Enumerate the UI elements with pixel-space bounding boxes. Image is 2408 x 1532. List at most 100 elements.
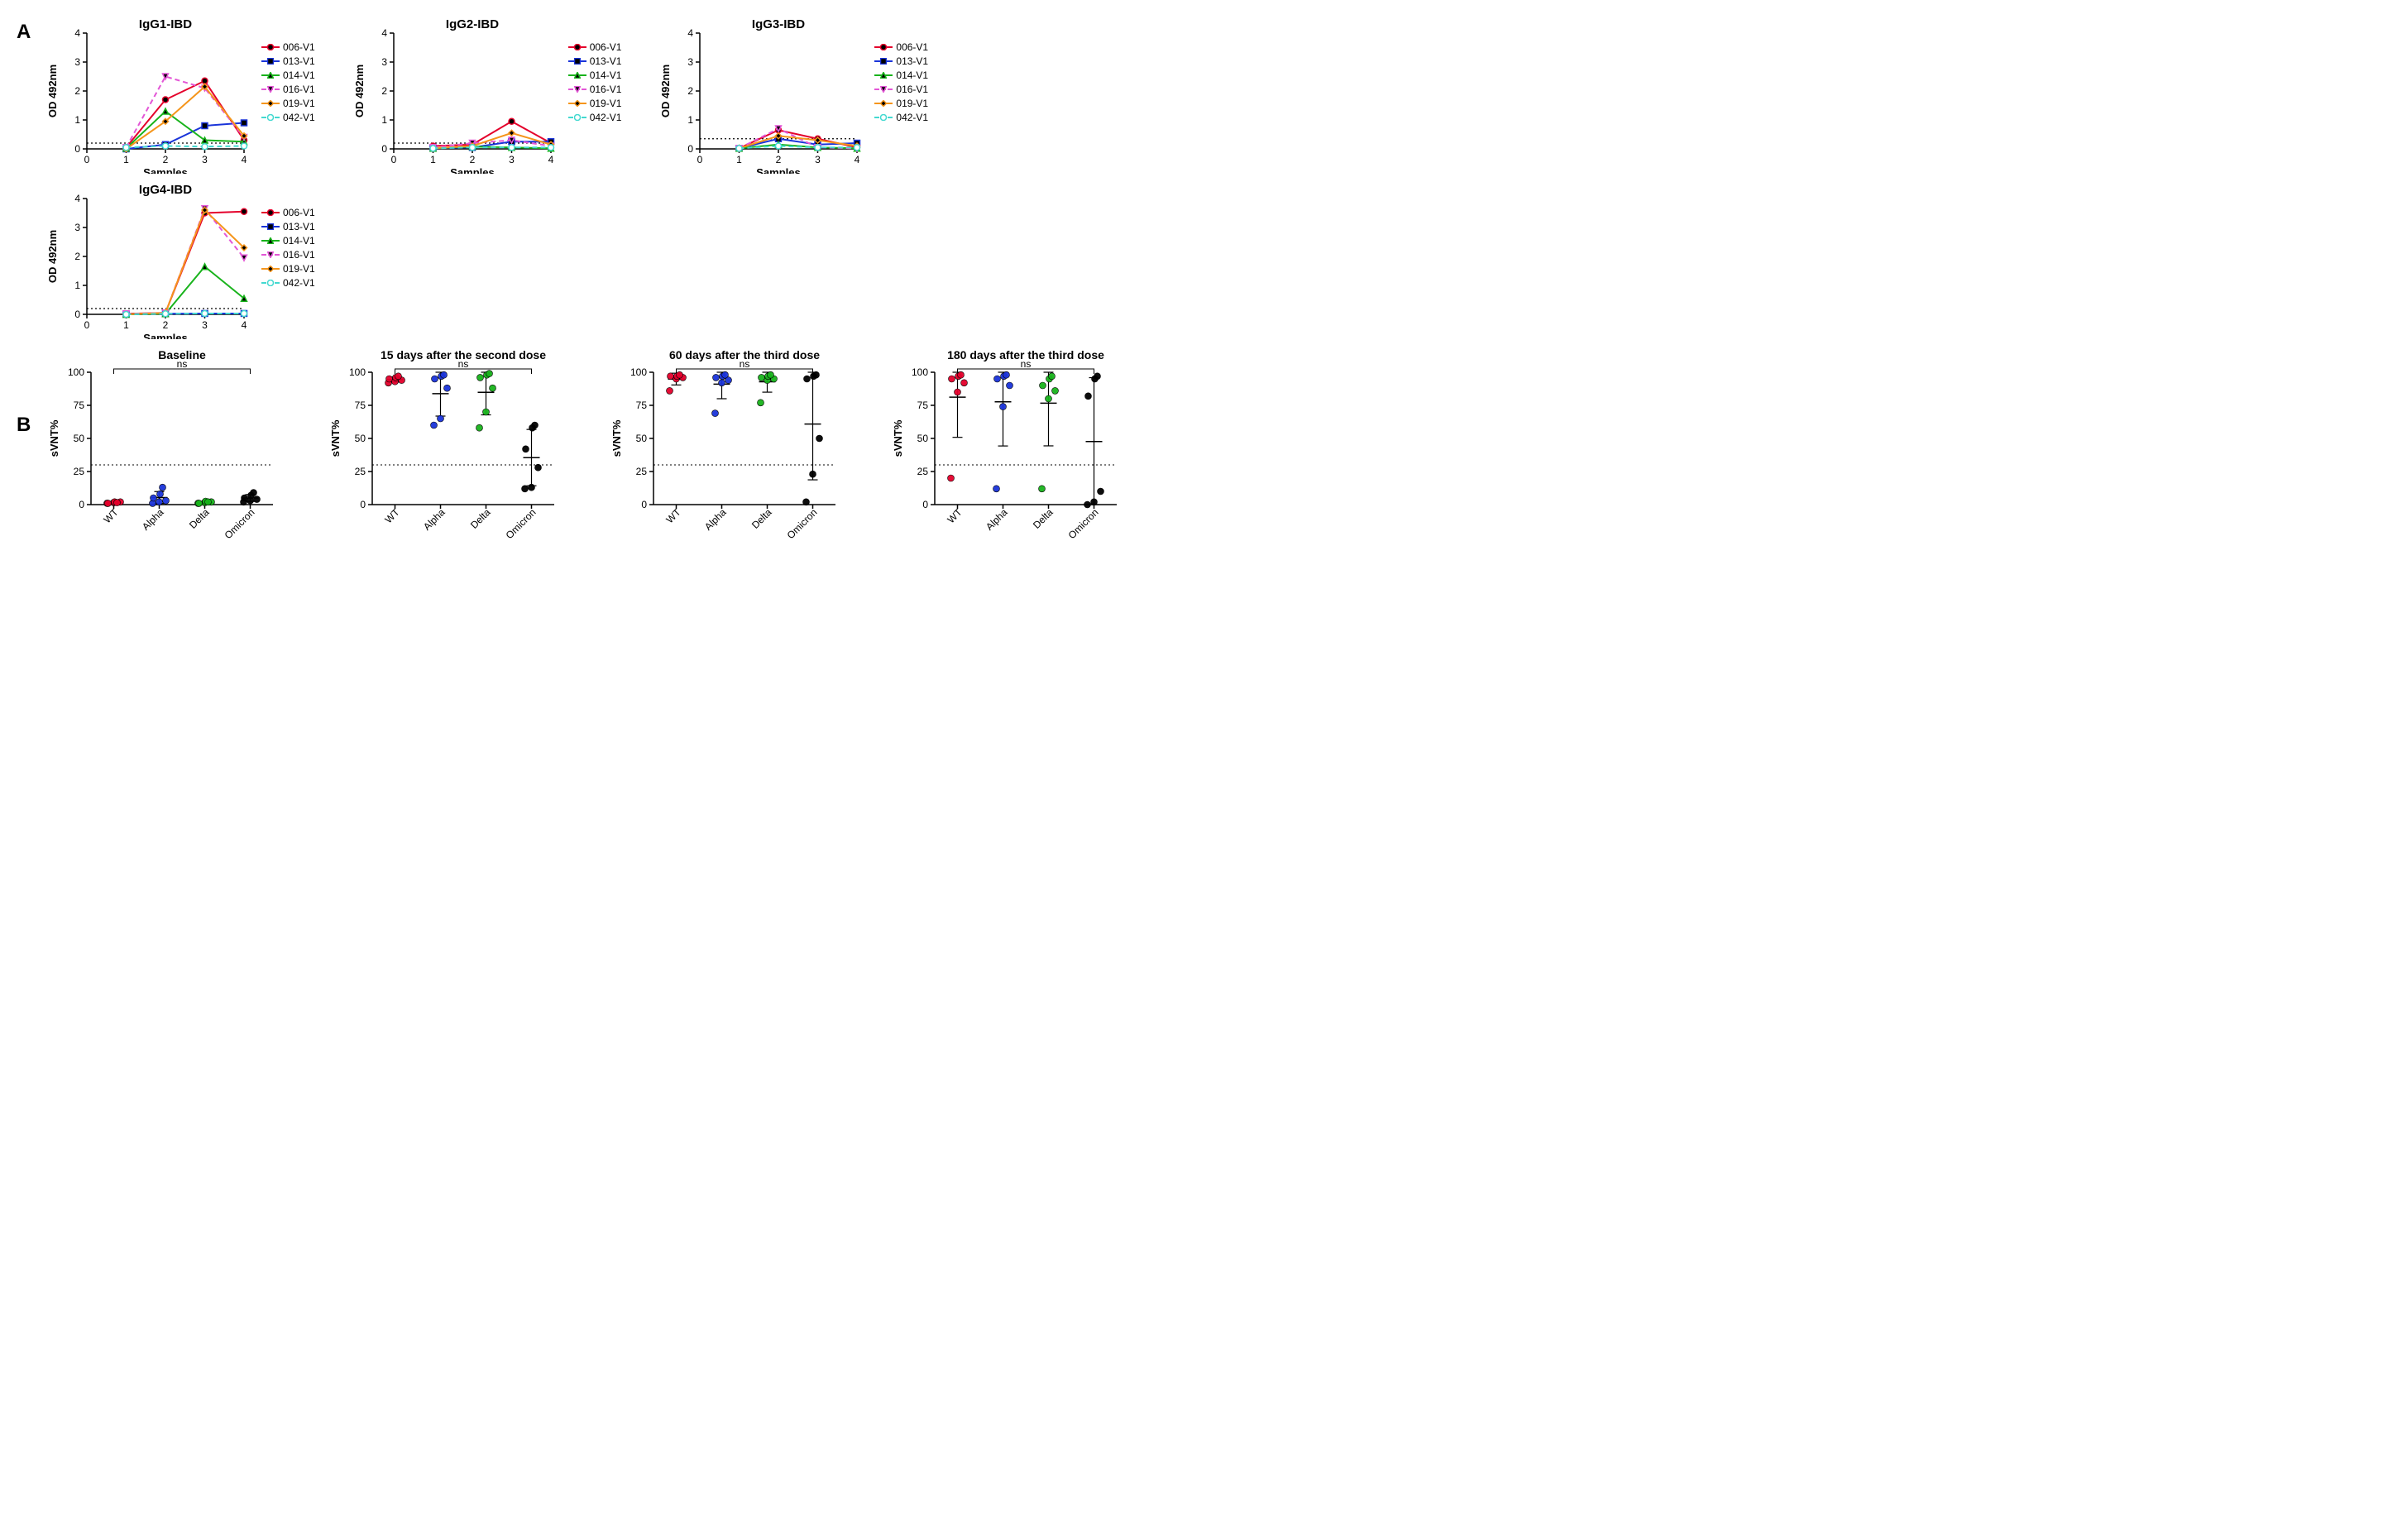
legend-item: 006-V1	[261, 207, 315, 218]
scatter-chart-block: Baselinens0255075100sVNT%WTAlphaDeltaOmi…	[41, 347, 290, 567]
svg-text:sVNT%: sVNT%	[892, 419, 904, 457]
svg-text:4: 4	[74, 193, 80, 204]
legend-item: 016-V1	[261, 84, 315, 95]
figure-root: A IgG1-IBD0123401234OD 492nmSamples006-V…	[17, 17, 1216, 567]
svg-text:0: 0	[697, 154, 703, 165]
legend-label: 006-V1	[896, 41, 928, 53]
legend-label: 016-V1	[283, 84, 315, 95]
data-point	[254, 496, 261, 503]
data-point	[668, 373, 674, 380]
svg-text:25: 25	[355, 466, 366, 477]
svg-text:4: 4	[855, 154, 860, 165]
scatter-chart-block: 60 days after the third dosens0255075100…	[604, 347, 852, 567]
svg-text:3: 3	[688, 56, 694, 68]
svg-text:4: 4	[242, 154, 247, 165]
legend: 006-V1013-V1014-V1016-V1019-V1042-V1	[568, 41, 622, 126]
legend-item: 042-V1	[261, 112, 315, 123]
legend-label: 014-V1	[590, 69, 622, 81]
svg-text:sVNT%: sVNT%	[48, 419, 60, 457]
legend-label: 019-V1	[590, 98, 622, 109]
data-point	[477, 374, 484, 381]
data-point	[205, 499, 212, 505]
significance-label: ns	[458, 358, 469, 370]
category-label: Delta	[187, 506, 212, 531]
panel-a-row2: IgG4-IBD0123401234OD 492nmSamples006-V10…	[41, 182, 1216, 339]
svg-text:2: 2	[688, 85, 694, 97]
data-point	[441, 371, 448, 378]
svg-text:1: 1	[74, 280, 80, 291]
data-point	[532, 422, 539, 428]
data-point	[163, 497, 170, 504]
category-label: Delta	[468, 506, 493, 531]
svg-text:1: 1	[123, 319, 129, 331]
legend-item: 013-V1	[568, 55, 622, 67]
svg-text:sVNT%: sVNT%	[610, 419, 623, 457]
data-point	[1040, 382, 1046, 389]
legend-item: 019-V1	[261, 263, 315, 275]
svg-text:1: 1	[123, 154, 129, 165]
data-point	[949, 376, 955, 382]
legend-item: 006-V1	[874, 41, 928, 53]
data-point	[105, 500, 112, 506]
data-point	[476, 424, 483, 431]
legend-item: 019-V1	[874, 98, 928, 109]
legend-label: 006-V1	[283, 41, 315, 53]
svg-text:2: 2	[776, 154, 782, 165]
legend-label: 019-V1	[283, 263, 315, 275]
svg-text:OD 492nm: OD 492nm	[659, 65, 672, 117]
svg-text:0: 0	[360, 499, 366, 510]
legend-item: 014-V1	[261, 235, 315, 247]
svg-text:50: 50	[355, 433, 366, 444]
chart-title: IgG3-IBD	[752, 17, 805, 31]
significance-label: ns	[177, 358, 188, 370]
svg-text:1: 1	[737, 154, 743, 165]
legend-item: 014-V1	[874, 69, 928, 81]
svg-text:75: 75	[917, 400, 929, 411]
legend-item: 019-V1	[568, 98, 622, 109]
data-point	[523, 446, 529, 452]
svg-text:50: 50	[74, 433, 85, 444]
data-point	[993, 486, 1000, 492]
svg-text:Samples: Samples	[143, 332, 187, 339]
legend-label: 013-V1	[283, 221, 315, 232]
category-label: Omicron	[223, 506, 257, 541]
svg-text:2: 2	[163, 319, 169, 331]
svg-text:100: 100	[912, 366, 928, 378]
svg-text:4: 4	[548, 154, 553, 165]
legend-item: 016-V1	[874, 84, 928, 95]
svg-text:1: 1	[381, 114, 387, 126]
data-point	[529, 484, 535, 491]
data-point	[535, 464, 542, 471]
data-point	[483, 409, 490, 415]
svg-text:Samples: Samples	[143, 166, 187, 174]
data-point	[486, 371, 493, 377]
data-point	[251, 490, 257, 496]
legend-item: 013-V1	[261, 221, 315, 232]
data-point	[768, 371, 774, 378]
data-point	[804, 376, 811, 382]
svg-text:0: 0	[74, 309, 80, 320]
svg-text:0: 0	[381, 143, 387, 155]
svg-text:Samples: Samples	[757, 166, 801, 174]
legend-label: 013-V1	[590, 55, 622, 67]
data-point	[1091, 499, 1098, 505]
category-label: WT	[102, 506, 122, 526]
chart-title: IgG1-IBD	[139, 17, 192, 31]
svg-text:3: 3	[381, 56, 387, 68]
data-point	[759, 374, 765, 381]
data-point	[722, 371, 729, 378]
category-label: Alpha	[421, 506, 448, 533]
svg-text:100: 100	[68, 366, 84, 378]
scatter-chart-svg: Baselinens0255075100sVNT%WTAlphaDeltaOmi…	[41, 347, 290, 563]
svg-text:75: 75	[636, 400, 648, 411]
legend-label: 013-V1	[896, 55, 928, 67]
line-chart-svg: IgG3-IBD0123401234OD 492nmSamples	[654, 17, 869, 174]
svg-text:0: 0	[84, 319, 90, 331]
category-label: Delta	[749, 506, 774, 531]
data-point	[1003, 371, 1010, 378]
legend-label: 006-V1	[590, 41, 622, 53]
data-point	[1039, 486, 1046, 492]
svg-text:2: 2	[74, 85, 80, 97]
panel-b-row: Baselinens0255075100sVNT%WTAlphaDeltaOmi…	[41, 347, 1216, 567]
svg-text:50: 50	[636, 433, 648, 444]
